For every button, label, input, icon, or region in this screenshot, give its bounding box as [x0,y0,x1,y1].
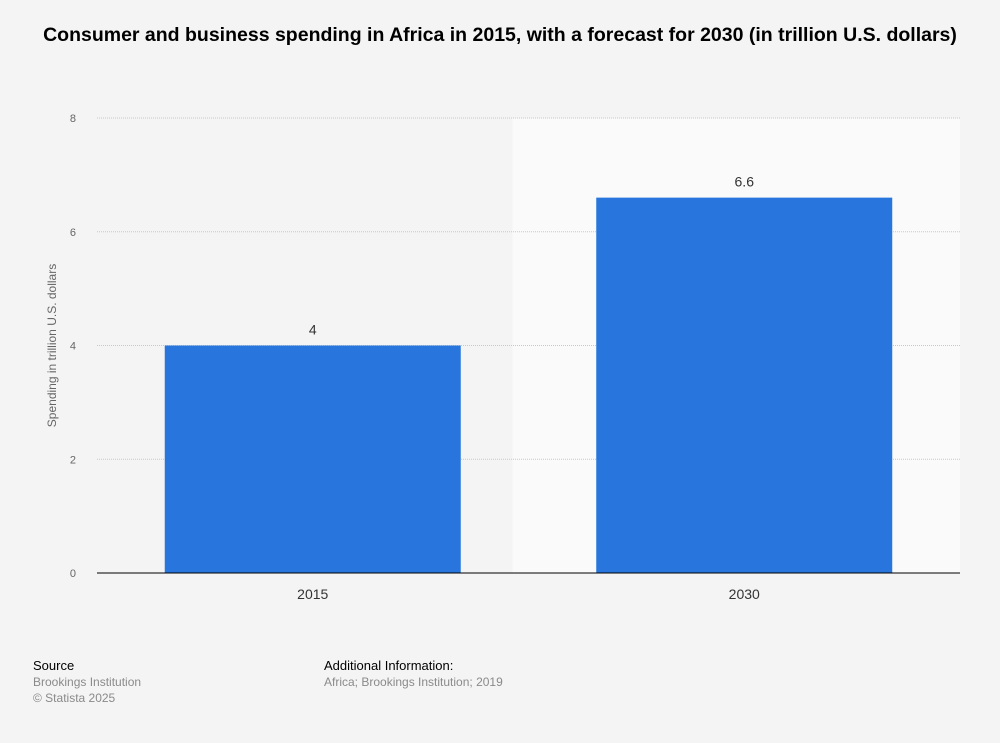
source-heading: Source [33,658,75,673]
chart-title: Consumer and business spending in Africa… [43,24,957,46]
y-axis-label: Spending in trillion U.S. dollars [45,264,59,427]
y-tick-label: 4 [70,341,76,353]
x-tick-label: 2030 [729,586,760,602]
source-block: Source Brookings Institution © Statista … [33,658,141,706]
data-label: 4 [309,322,317,338]
x-tick-label: 2015 [297,586,328,602]
bar-2030 [596,197,893,573]
bar-chart: 0 2 4 6 8 4 2015 6.6 2030 Spending in trillion U.… [45,113,960,602]
additional-info-heading: Additional Information: [324,658,454,673]
source-text[interactable]: Brookings Institution [33,675,142,689]
bar-2015 [164,345,461,573]
y-tick-label: 6 [70,227,76,239]
y-tick-label: 0 [70,568,76,580]
y-tick-label: 8 [70,113,76,125]
y-tick-label: 2 [70,454,76,466]
data-label: 6.6 [735,174,755,190]
additional-info-text: Africa; Brookings Institution; 2019 [324,675,503,689]
copyright-text: © Statista 2025 [33,691,116,705]
additional-info-block: Additional Information: Africa; Brooking… [324,658,503,690]
